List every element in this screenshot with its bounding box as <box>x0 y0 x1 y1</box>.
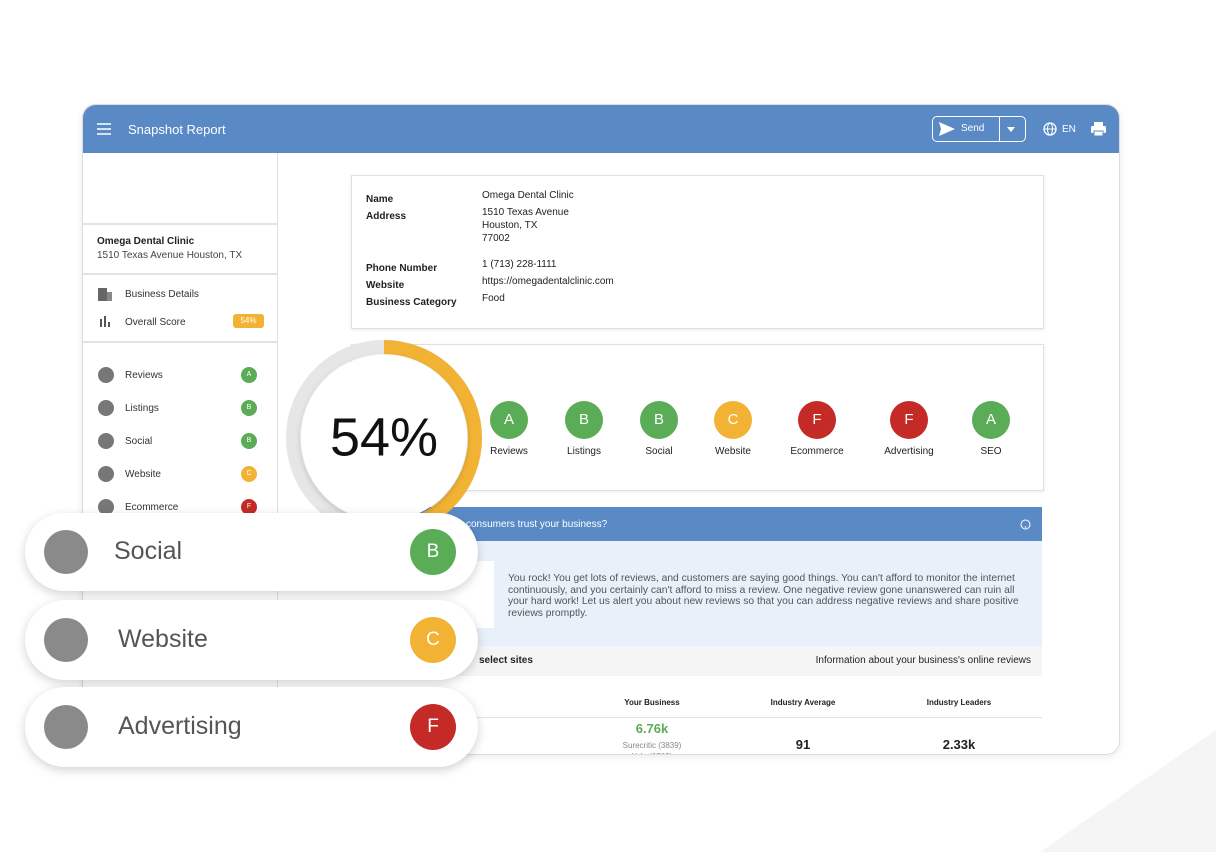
grade-circle: A <box>972 401 1010 439</box>
industry-leaders: 2.33k <box>942 737 976 752</box>
score-text: 54% <box>330 407 438 467</box>
section-grade: B <box>241 400 257 416</box>
industry-average: 91 <box>795 737 811 752</box>
section-icon <box>98 433 114 449</box>
category-card[interactable]: Social B <box>25 513 478 591</box>
section-grade: C <box>241 466 257 482</box>
column-header: Industry Average <box>770 698 836 707</box>
category-card[interactable]: Website C <box>25 600 478 680</box>
info-value: Houston, TX <box>482 220 538 231</box>
info-label: Phone Number <box>366 263 438 274</box>
grade-circle: B <box>565 401 603 439</box>
panel-subtitle: select sites <box>479 655 533 666</box>
section-grade: B <box>241 433 257 449</box>
section-grade: F <box>241 499 257 515</box>
category-card[interactable]: Advertising F <box>25 687 478 767</box>
section-label[interactable]: Website <box>125 469 161 480</box>
section-label[interactable]: Ecommerce <box>125 502 179 513</box>
card-label: Website <box>118 625 208 653</box>
business-info-card: Name Omega Dental Clinic Address 1510 Texas… <box>351 175 1044 329</box>
card-grade: F <box>410 704 456 750</box>
card-icon <box>44 530 88 574</box>
language[interactable]: EN <box>1062 124 1076 135</box>
app-title: Snapshot Report <box>128 122 226 137</box>
info-value: https://omegadentalclinic.com <box>482 276 614 287</box>
panel-question: consumers trust your business? <box>466 519 608 530</box>
info-value: Food <box>482 293 505 304</box>
grade-label: Website <box>715 446 751 457</box>
score-badge: 54% <box>233 314 264 328</box>
grade-label: Ecommerce <box>790 446 844 457</box>
section-label[interactable]: Social <box>125 436 153 447</box>
chart-icon <box>100 316 110 327</box>
section-label[interactable]: Reviews <box>125 370 163 381</box>
grade-label: Social <box>645 446 673 457</box>
info-value: Omega Dental Clinic <box>482 190 574 201</box>
business-name: Omega Dental Clinic <box>97 236 195 247</box>
info-value: 77002 <box>482 233 510 244</box>
card-grade: B <box>410 529 456 575</box>
section-icon <box>98 400 114 416</box>
business-address: 1510 Texas Avenue Houston, TX <box>97 250 243 261</box>
card-grade: C <box>410 617 456 663</box>
info-label: Address <box>366 211 407 222</box>
grade-circle: F <box>890 401 928 439</box>
grade-circle: B <box>640 401 678 439</box>
grade-circle: A <box>490 401 528 439</box>
column-header: Your Business <box>624 698 680 707</box>
card-icon <box>44 618 88 662</box>
column-header: Industry Leaders <box>926 698 992 707</box>
info-label: Name <box>366 194 394 205</box>
send-button[interactable]: Send <box>932 116 1026 142</box>
section-label[interactable]: Listings <box>125 403 159 414</box>
top-bar: Snapshot Report Send EN <box>83 105 1119 153</box>
grade-circle: C <box>714 401 752 439</box>
menu-icon[interactable] <box>97 123 111 135</box>
info-label: Business Category <box>366 297 457 308</box>
source: Surecritic (3839) <box>622 741 682 750</box>
source: Yelp (1709) <box>602 752 702 754</box>
grade-circle: F <box>798 401 836 439</box>
info-value: 1 (713) 228-1111 <box>482 259 557 270</box>
print-icon[interactable] <box>1091 122 1106 136</box>
nav-item[interactable]: Overall Score <box>125 317 186 328</box>
globe-icon[interactable] <box>1043 122 1057 136</box>
panel-message: You rock! You get lots of reviews, and c… <box>508 573 1019 619</box>
building-icon <box>98 288 112 301</box>
grade-label: Advertising <box>884 446 934 457</box>
grade-label: SEO <box>980 446 1002 457</box>
section-icon <box>98 466 114 482</box>
section-icon <box>98 367 114 383</box>
bg-shape <box>1040 730 1216 852</box>
info-value: 1510 Texas Avenue <box>482 207 569 218</box>
send-label: Send <box>961 123 985 134</box>
card-label: Advertising <box>118 712 242 740</box>
your-business-value: 6.76k <box>635 721 669 736</box>
section-grade: A <box>241 367 257 383</box>
nav-item[interactable]: Business Details <box>125 289 199 300</box>
card-icon <box>44 705 88 749</box>
grade-label: Listings <box>567 446 601 457</box>
help-icon[interactable] <box>1020 519 1031 530</box>
section-icon <box>98 499 114 515</box>
score-ring: 54% <box>286 340 482 536</box>
panel-info: Information about your business's online… <box>815 655 1031 666</box>
card-label: Social <box>114 537 183 565</box>
grade-label: Reviews <box>490 446 528 457</box>
info-label: Website <box>366 280 405 291</box>
